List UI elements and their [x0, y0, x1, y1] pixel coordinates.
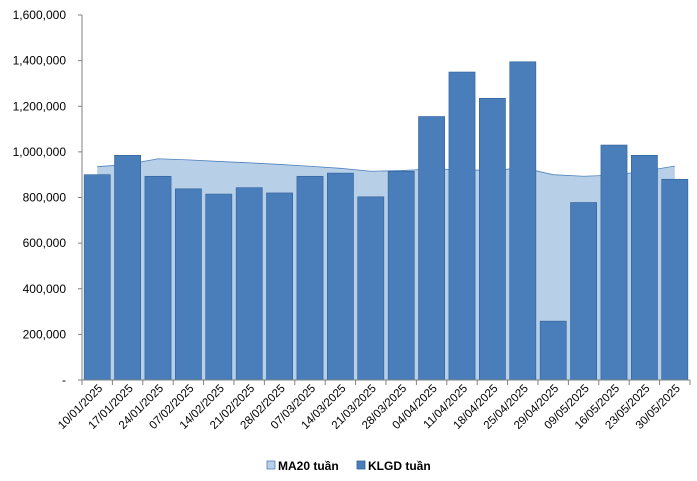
x-tick-labels: 10/01/202517/01/202524/01/202507/02/2025…: [56, 383, 683, 432]
bar-10-01-2025: [83, 174, 111, 381]
bar-04-04-2025: [418, 116, 445, 381]
bar-07-02-2025: [175, 188, 202, 381]
bar-29-04-2025: [539, 320, 567, 381]
bar-21-02-2025: [235, 187, 263, 381]
legend: MA20 tuần KLGD tuần: [266, 459, 431, 473]
y-tick-label: 200,000: [23, 327, 67, 341]
bar-09-05-2025: [570, 202, 597, 381]
bar-24-01-2025: [144, 175, 172, 381]
y-tick-label: -: [62, 373, 66, 387]
y-tick-label: 600,000: [23, 236, 67, 250]
y-tick-label: 1,600,000: [13, 8, 67, 22]
bar-18-04-2025: [479, 97, 506, 381]
legend-label-ma20: MA20 tuần: [278, 459, 339, 473]
bar-23-05-2025: [631, 155, 658, 381]
bar-14-03-2025: [327, 172, 354, 381]
bar-14-02-2025: [205, 193, 233, 381]
bars-layer: [83, 61, 689, 381]
y-tick-label: 400,000: [23, 282, 67, 296]
bar-30-05-2025: [661, 178, 689, 381]
bar-17-01-2025: [114, 155, 141, 381]
y-tick-labels: - 200,000 400,000 600,000 800,000 1,000,000 1,…: [13, 8, 67, 387]
legend-label-klgd: KLGD tuần: [368, 459, 431, 473]
bar-21-03-2025: [357, 196, 385, 381]
bar-28-03-2025: [387, 170, 415, 381]
bar-28-02-2025: [266, 192, 293, 381]
bar-11-04-2025: [448, 71, 476, 381]
y-tick-label: 1,000,000: [13, 145, 67, 159]
legend-swatch-klgd: [356, 460, 366, 470]
axes-layer: [78, 14, 691, 385]
y-tick-label: 1,200,000: [13, 99, 67, 113]
bar-25-04-2025: [509, 61, 537, 381]
ma20-line: [97, 158, 675, 177]
bar-07-03-2025: [296, 175, 324, 381]
bar-16-05-2025: [600, 144, 628, 381]
y-tick-label: 800,000: [23, 191, 67, 205]
legend-swatch-ma20: [266, 460, 276, 470]
y-tick-label: 1,400,000: [13, 54, 67, 68]
